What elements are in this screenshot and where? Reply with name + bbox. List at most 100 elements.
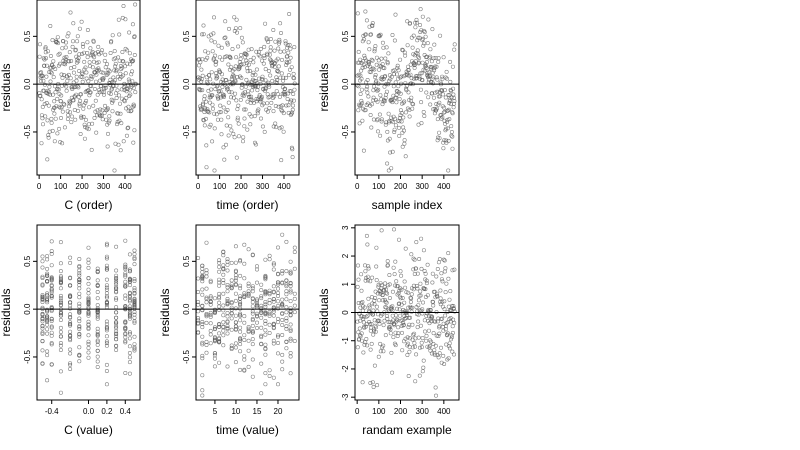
data-point — [271, 92, 276, 97]
data-point — [49, 116, 54, 121]
data-point — [242, 295, 247, 300]
data-point — [372, 302, 377, 307]
data-point — [77, 316, 82, 321]
data-point — [287, 89, 292, 94]
data-point — [284, 59, 289, 64]
data-point — [387, 136, 392, 141]
data-point — [124, 133, 129, 138]
data-point — [288, 259, 293, 264]
data-point — [200, 353, 205, 358]
data-point — [102, 85, 107, 90]
data-point — [276, 41, 281, 46]
data-point — [384, 305, 389, 310]
data-point — [231, 73, 236, 78]
data-point — [95, 316, 100, 321]
data-point — [263, 347, 268, 352]
data-point — [45, 353, 50, 358]
data-point — [49, 341, 54, 346]
data-point — [229, 311, 234, 316]
data-point — [427, 56, 432, 61]
data-point — [272, 64, 277, 69]
data-point — [69, 58, 74, 63]
data-point — [284, 292, 289, 297]
data-point — [92, 55, 97, 60]
data-point — [444, 140, 449, 145]
data-point — [198, 106, 203, 111]
data-point — [45, 298, 50, 303]
data-point — [250, 374, 255, 379]
data-point — [236, 134, 241, 139]
data-point — [196, 276, 201, 281]
data-point — [399, 287, 404, 292]
data-point — [243, 51, 248, 56]
data-point — [132, 277, 137, 282]
data-point — [359, 272, 364, 277]
data-point — [250, 286, 255, 291]
data-point — [416, 35, 421, 40]
data-point — [267, 290, 272, 295]
data-point — [437, 94, 442, 99]
data-point — [85, 27, 90, 32]
data-point — [229, 301, 234, 306]
data-point — [257, 76, 262, 81]
data-point — [263, 304, 268, 309]
data-point — [211, 106, 216, 111]
data-point — [114, 278, 119, 283]
data-point — [242, 354, 247, 359]
data-point — [49, 316, 54, 321]
data-point — [446, 304, 451, 309]
data-point — [113, 56, 118, 61]
data-point — [46, 103, 51, 108]
data-point — [402, 316, 407, 321]
data-point — [409, 76, 414, 81]
data-point — [246, 293, 251, 298]
data-point — [225, 283, 230, 288]
data-point — [265, 101, 270, 106]
data-point — [45, 118, 50, 123]
data-point — [208, 294, 213, 299]
data-point — [221, 320, 226, 325]
data-point — [400, 348, 405, 353]
data-point — [402, 138, 407, 143]
data-point — [424, 90, 429, 95]
data-point — [367, 60, 372, 65]
data-point — [367, 303, 372, 308]
data-point — [58, 296, 63, 301]
data-point — [239, 35, 244, 40]
data-point — [57, 61, 62, 66]
data-point — [114, 305, 119, 310]
data-point — [451, 101, 456, 106]
data-point — [93, 98, 98, 103]
data-point — [271, 375, 276, 380]
points-group — [37, 2, 138, 173]
data-point — [406, 373, 411, 378]
data-point — [358, 318, 363, 323]
data-point — [280, 268, 285, 273]
data-point — [233, 278, 238, 283]
data-point — [200, 325, 205, 330]
data-point — [114, 273, 119, 278]
data-point — [410, 106, 415, 111]
data-point — [225, 87, 230, 92]
data-point — [407, 322, 412, 327]
data-point — [123, 326, 128, 331]
data-point — [284, 45, 289, 50]
data-point — [263, 342, 268, 347]
data-point — [229, 284, 234, 289]
data-point — [107, 118, 112, 123]
data-point — [217, 264, 222, 269]
data-point — [43, 114, 48, 119]
data-point — [105, 62, 110, 67]
data-point — [255, 298, 260, 303]
data-point — [127, 283, 132, 288]
data-point — [123, 370, 128, 375]
data-point — [58, 390, 63, 395]
data-point — [114, 280, 119, 285]
data-point — [394, 100, 399, 105]
data-point — [448, 59, 453, 64]
data-point — [368, 70, 373, 75]
data-point — [255, 267, 260, 272]
data-point — [375, 117, 380, 122]
data-point — [242, 276, 247, 281]
data-point — [371, 98, 376, 103]
